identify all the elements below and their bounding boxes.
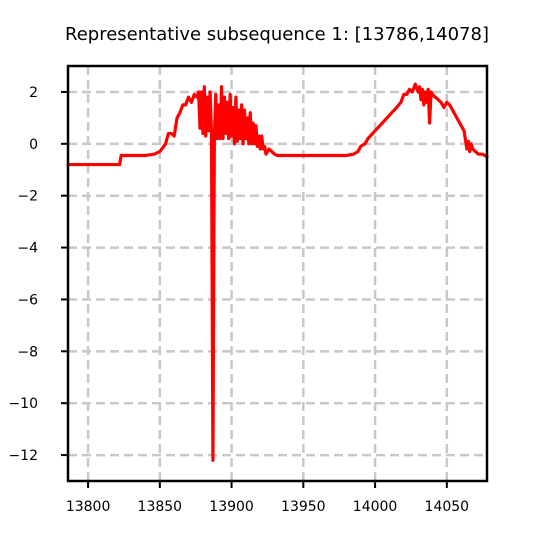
axes	[61, 64, 489, 488]
series-line	[66, 82, 489, 462]
y-tick-label: −8	[17, 344, 38, 360]
y-tick-label: −6	[17, 292, 38, 308]
y-tick-label: −4	[17, 241, 38, 257]
plot-frame	[66, 64, 489, 483]
x-tick-label: 14050	[425, 499, 470, 515]
x-tick-label: 13900	[209, 499, 254, 515]
series-layer	[66, 82, 489, 462]
y-tick-label: −12	[8, 448, 38, 464]
x-tick-label: 13800	[66, 499, 111, 515]
x-tick-label: 13950	[281, 499, 326, 515]
grid-lines	[68, 66, 487, 481]
y-tick-label: 2	[29, 85, 38, 101]
y-tick-label: −2	[17, 189, 38, 205]
y-tick-label: −10	[8, 396, 38, 412]
x-tick-label: 14000	[353, 499, 398, 515]
x-tick-label: 13850	[138, 499, 183, 515]
chart-title: Representative subsequence 1: [13786,140…	[65, 24, 489, 45]
y-tick-label: 0	[29, 137, 38, 153]
tick-labels: 13800 13850 13900 13950 14000 14050 2 0 −2 −4 −6 −8…	[8, 85, 469, 515]
